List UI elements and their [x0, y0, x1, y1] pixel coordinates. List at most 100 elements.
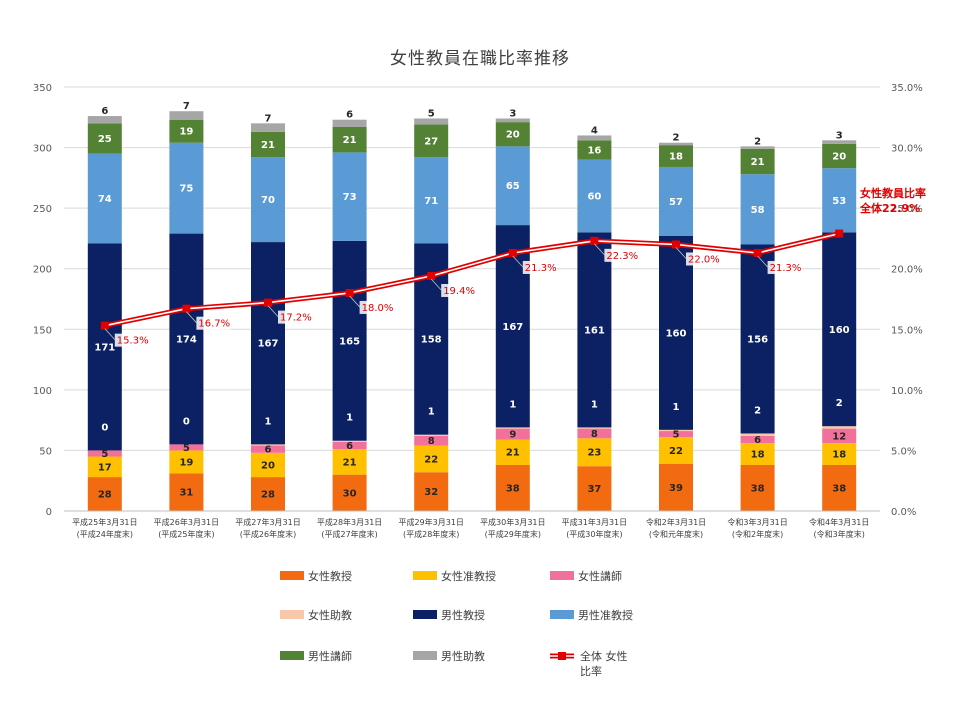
- legend-label: 男性講師: [308, 649, 352, 663]
- ratio-annotation: 女性教員比率 全体22.9%: [859, 186, 926, 215]
- bar-segment: [495, 225, 530, 428]
- x-tick-label: 平成30年3月31日: [480, 517, 545, 527]
- legend-swatch: [413, 651, 437, 660]
- bar-segment: [251, 445, 285, 453]
- bar-segment: [414, 124, 449, 158]
- legend-label: 比率: [580, 664, 602, 678]
- bar-segment: [822, 168, 857, 233]
- data-label: 6: [754, 435, 761, 446]
- bar-segment: [169, 450, 204, 474]
- data-label: 6: [101, 106, 108, 117]
- ratio-label: 17.2%: [280, 313, 312, 324]
- data-label: 6: [346, 441, 353, 452]
- ratio-point: [100, 321, 109, 330]
- y-axis-left: 0 50 100 150 200 250 300 350: [33, 83, 52, 518]
- data-label: 171: [94, 342, 115, 353]
- ratio-label-bg: [196, 316, 231, 330]
- ratio-label-bg: [522, 260, 557, 274]
- y-axis-right: 0.0% 5.0% 10.0% 15.0% 20.0% 25.0% 30.0% 35.0%: [891, 83, 923, 518]
- x-tick-label: (平成27年度末): [321, 529, 377, 539]
- data-label: 28: [261, 490, 275, 501]
- legend-label: 男性助教: [441, 649, 485, 663]
- ratio-label: 15.3%: [117, 336, 149, 347]
- data-label: 1: [428, 407, 435, 418]
- data-label: 25: [98, 134, 112, 145]
- data-label: 74: [98, 194, 112, 205]
- bar-segment: [577, 428, 612, 439]
- data-label: 8: [591, 429, 598, 440]
- bar-segment: [251, 444, 285, 446]
- bar-segment: [740, 148, 775, 175]
- data-label: 18: [669, 152, 683, 163]
- data-label: 5: [183, 443, 190, 454]
- data-label: 31: [179, 488, 193, 499]
- x-tick-label: (平成24年度末): [77, 529, 133, 539]
- ratio-leader: [757, 255, 768, 268]
- bar-segment: [740, 443, 775, 465]
- data-label: 7: [183, 101, 190, 112]
- data-label: 60: [587, 192, 601, 203]
- bar-stack: 32 22 8 1 158 71 27 5: [414, 108, 449, 511]
- data-label: 38: [751, 483, 765, 494]
- legend-label: 女性教授: [308, 569, 352, 583]
- data-label: 160: [829, 325, 850, 336]
- legend-label: 女性准教授: [441, 569, 496, 583]
- y-tick-label: 200: [33, 265, 52, 276]
- x-tick-label: 平成31年3月31日: [562, 517, 627, 527]
- y2-tick-label: 20.0%: [891, 265, 923, 276]
- bar-segment: [414, 118, 449, 125]
- bar-segment: [251, 242, 285, 445]
- legend-label: 男性准教授: [578, 608, 633, 622]
- ratio-point: [427, 271, 436, 280]
- bar-segment: [169, 119, 204, 143]
- bar-segment: [169, 473, 204, 511]
- bar-segment: [251, 131, 285, 158]
- legend-label: 全体 女性: [580, 649, 628, 663]
- y2-tick-label: 5.0%: [891, 446, 916, 457]
- bar-segment: [332, 152, 367, 241]
- bar-segment: [332, 240, 367, 441]
- bar-segment: [659, 236, 693, 430]
- x-tick-label: (平成25年度末): [158, 529, 214, 539]
- data-label: 28: [98, 490, 112, 501]
- data-label: 156: [747, 334, 768, 345]
- data-label: 0: [101, 422, 108, 433]
- ratio-line-outer: [104, 231, 840, 329]
- data-label: 71: [424, 196, 438, 207]
- data-label: 22: [669, 446, 683, 457]
- data-label: 1: [265, 416, 272, 427]
- x-tick-label: (平成29年度末): [485, 529, 541, 539]
- x-tick-label: (令和2年度末): [732, 529, 783, 539]
- y-tick-label: 150: [33, 325, 52, 336]
- x-tick-label: (平成30年度末): [566, 529, 622, 539]
- data-label: 21: [506, 448, 520, 459]
- ratio-label-bg: [441, 283, 476, 297]
- y2-tick-label: 15.0%: [891, 325, 923, 336]
- data-label: 8: [428, 436, 435, 447]
- bar-segment: [495, 428, 530, 440]
- y2-tick-label: 0.0%: [891, 507, 916, 518]
- data-label: 73: [343, 192, 357, 203]
- data-label: 7: [265, 113, 272, 124]
- bar-segment: [577, 438, 612, 467]
- data-label: 3: [509, 108, 516, 119]
- data-label: 20: [832, 152, 846, 163]
- ratio-point: [345, 288, 354, 297]
- y-tick-label: 50: [39, 446, 52, 457]
- data-label: 57: [669, 197, 683, 208]
- ratio-point: [753, 248, 762, 257]
- data-label: 2: [836, 398, 843, 409]
- bar-segment: [169, 142, 204, 234]
- bar-segment: [822, 464, 857, 511]
- data-label: 2: [673, 133, 680, 144]
- data-label: 3: [836, 130, 843, 141]
- data-label: 5: [673, 430, 680, 441]
- x-tick-label: (平成26年度末): [240, 529, 296, 539]
- data-label: 6: [265, 445, 272, 456]
- bar-segment: [659, 142, 693, 146]
- data-label: 161: [584, 325, 605, 336]
- bar-segment: [659, 431, 693, 438]
- bar-segment: [251, 452, 285, 478]
- bar-segment: [659, 437, 693, 464]
